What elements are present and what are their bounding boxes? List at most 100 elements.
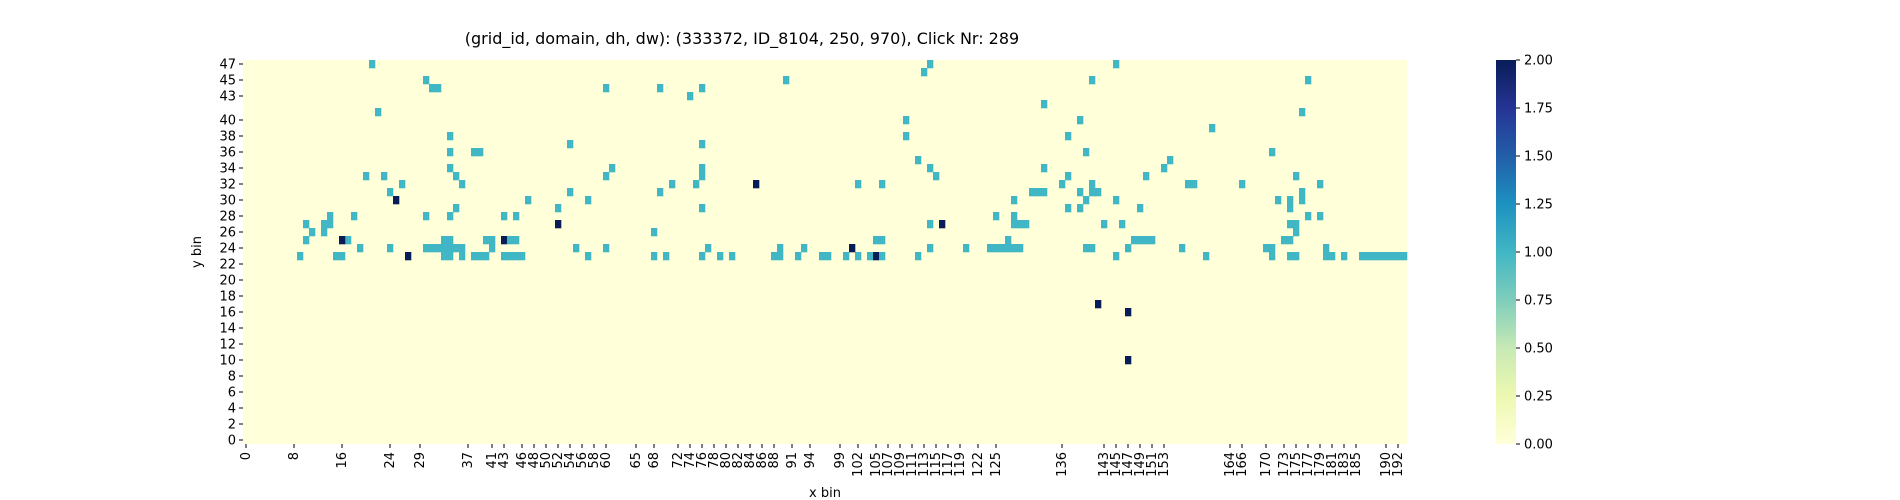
heatmap-cell <box>501 252 508 261</box>
heatmap-cell <box>477 252 484 261</box>
heatmap-cell <box>669 180 676 189</box>
heatmap-cell <box>927 164 934 173</box>
heatmap-cell <box>567 140 574 149</box>
heatmap-cell <box>1089 76 1096 85</box>
x-tick-label: 78 <box>707 452 722 469</box>
heatmap-cell <box>1131 236 1138 245</box>
x-tick-label: 56 <box>575 452 590 469</box>
colorbar: 0.00 0.25 0.50 0.75 1.00 1.25 1.50 1.75 2.00 <box>1496 54 1553 453</box>
y-tick-label: 30 <box>219 194 236 209</box>
x-tick-label: 99 <box>833 452 848 469</box>
heatmap-cell <box>1299 188 1306 197</box>
heatmap-cell <box>693 180 700 189</box>
x-tick-label: 72 <box>671 452 686 469</box>
heatmap-cell <box>843 252 850 261</box>
x-tick-label: 119 <box>953 452 968 477</box>
heatmap-cell <box>459 180 466 189</box>
heatmap-cell <box>1101 220 1108 229</box>
heatmap-cell <box>855 180 862 189</box>
heatmap-cell <box>987 244 994 253</box>
heatmap-cell <box>501 236 508 245</box>
x-tick-label: 94 <box>803 452 818 469</box>
y-tick-label: 20 <box>219 274 236 289</box>
y-tick-label: 12 <box>219 338 236 353</box>
heatmap-cell <box>855 252 862 261</box>
heatmap-cell <box>447 148 454 157</box>
heatmap-cell <box>489 244 496 253</box>
heatmap-cell <box>447 132 454 141</box>
x-tick-label: 181 <box>1325 452 1340 477</box>
heatmap-cell <box>339 252 346 261</box>
x-tick-label: 8 <box>287 452 302 460</box>
heatmap-cell <box>795 252 802 261</box>
heatmap-cell <box>873 236 880 245</box>
x-tick-label: 84 <box>743 452 758 469</box>
heatmap-cell <box>297 252 304 261</box>
x-tick-label: 88 <box>767 452 782 469</box>
heatmap-cell <box>1239 180 1246 189</box>
heatmap-cell <box>1149 236 1156 245</box>
x-tick-label: 151 <box>1145 452 1160 477</box>
heatmap-cell <box>1005 236 1012 245</box>
heatmap-cell <box>387 244 394 253</box>
heatmap-cell <box>1089 244 1096 253</box>
heatmap-cell <box>663 252 670 261</box>
colorbar-ticks: 0.00 0.25 0.50 0.75 1.00 1.25 1.50 1.75 2.00 <box>1516 54 1553 453</box>
y-tick-label: 47 <box>219 58 236 73</box>
heatmap-cell <box>1065 132 1072 141</box>
heatmap-cell <box>405 252 412 261</box>
heatmap-cell <box>507 252 514 261</box>
heatmap-cell <box>477 148 484 157</box>
heatmap-cell <box>1065 172 1072 181</box>
heatmap-cell <box>687 92 694 101</box>
heatmap-cell <box>513 252 520 261</box>
heatmap-cell <box>573 244 580 253</box>
x-tick-label: 46 <box>515 452 530 469</box>
heatmap-cell <box>699 140 706 149</box>
x-tick-label: 91 <box>785 452 800 469</box>
heatmap-cell <box>321 228 328 237</box>
heatmap-cell <box>1317 180 1324 189</box>
heatmap-cell <box>567 188 574 197</box>
heatmap-cell <box>1263 244 1270 253</box>
y-tick-label: 24 <box>219 242 236 257</box>
heatmap-cell <box>1125 308 1132 317</box>
heatmap-cell <box>651 252 658 261</box>
heatmap-cell <box>333 252 340 261</box>
x-tick-label: 109 <box>893 452 908 477</box>
heatmap-cell <box>441 252 448 261</box>
heatmap-cell <box>849 244 856 253</box>
chart-title: (grid_id, domain, dh, dw): (333372, ID_8… <box>465 29 1019 49</box>
x-tick-label: 29 <box>413 452 428 469</box>
x-tick-label: 0 <box>239 452 254 460</box>
x-tick-label: 147 <box>1121 452 1136 477</box>
colorbar-tick-label: 0.25 <box>1524 390 1553 405</box>
heatmap-cell <box>441 236 448 245</box>
heatmap-cell <box>399 180 406 189</box>
heatmap-cell <box>825 252 832 261</box>
heatmap-cell <box>375 108 382 117</box>
heatmap-cell <box>363 172 370 181</box>
heatmap-cell <box>927 244 934 253</box>
x-tick-label: 80 <box>719 452 734 469</box>
x-tick-label: 65 <box>629 452 644 469</box>
heatmap-cell <box>699 252 706 261</box>
heatmap-cell <box>585 252 592 261</box>
heatmap-plot-area <box>243 60 1408 444</box>
y-tick-label: 34 <box>219 162 236 177</box>
heatmap-cell <box>1269 148 1276 157</box>
colorbar-tick-label: 1.75 <box>1524 102 1553 117</box>
x-tick-label: 125 <box>989 452 1004 477</box>
heatmap-cell <box>447 252 454 261</box>
y-tick-label: 40 <box>219 114 236 129</box>
x-tick-label: 117 <box>941 452 956 477</box>
heatmap-cell <box>867 252 874 261</box>
y-axis-ticks: 0246810121416182022242628303234363840434… <box>219 58 243 449</box>
heatmap-cell <box>903 132 910 141</box>
heatmap-cell <box>603 172 610 181</box>
heatmap-cell <box>1209 124 1216 133</box>
heatmap-cell <box>585 196 592 205</box>
heatmap-cell <box>603 84 610 93</box>
heatmap-cell <box>1083 148 1090 157</box>
